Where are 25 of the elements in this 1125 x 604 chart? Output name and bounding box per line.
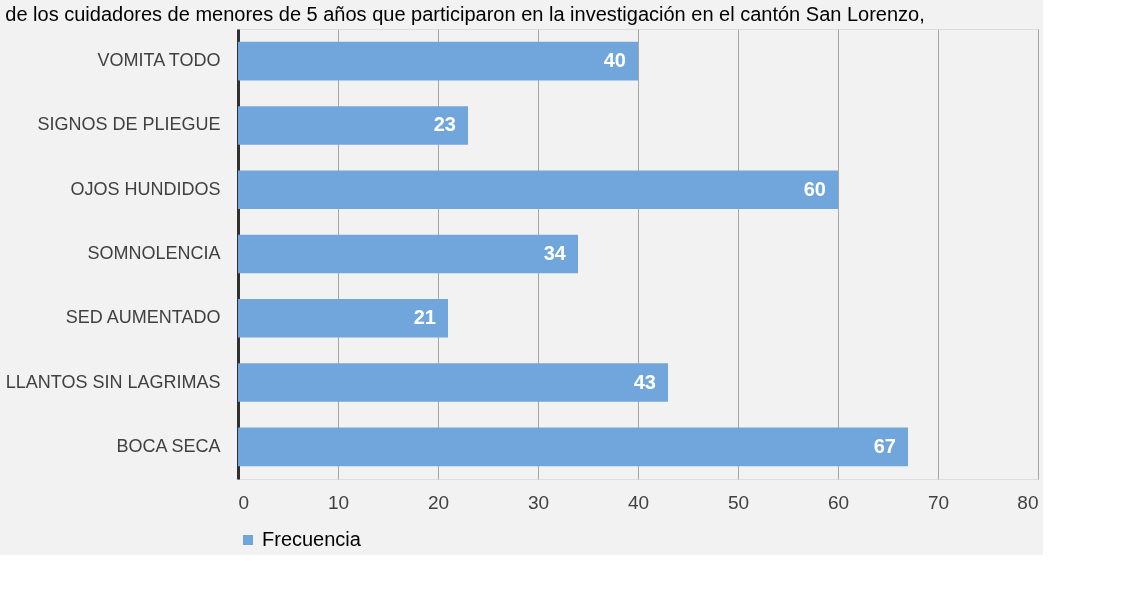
y-tick-label: SOMNOLENCIA <box>87 243 221 263</box>
x-tick-label: 40 <box>627 491 650 513</box>
data-label: 40 <box>603 49 626 72</box>
y-tick-label: VOMITA TODO <box>97 50 221 71</box>
data-label: 60 <box>803 177 826 200</box>
data-label: 67 <box>873 434 896 457</box>
x-tick-label: 20 <box>427 491 450 513</box>
y-tick-label: LLANTOS SIN LAGRIMAS <box>5 371 221 392</box>
y-tick-label: SED AUMENTADO <box>65 307 221 328</box>
legend-label: Frecuencia <box>262 528 362 550</box>
data-label: 23 <box>433 113 456 136</box>
x-tick-label: 50 <box>727 491 750 513</box>
x-tick-label: 60 <box>827 491 850 513</box>
y-tick-label: OJOS HUNDIDOS <box>70 178 221 199</box>
data-label: 21 <box>413 306 436 329</box>
y-tick-label: SIGNOS DE PLIEGUE <box>37 114 221 135</box>
x-tick-label: 30 <box>527 491 550 513</box>
x-tick-label: 80 <box>1017 491 1039 513</box>
chart-title: de los cuidadores de menores de 5 años que participaron en la investigación en el cantón San Lorenzo, <box>5 3 925 25</box>
data-label: 43 <box>633 370 656 393</box>
x-tick-label: 10 <box>327 491 350 513</box>
x-tick-label: 70 <box>927 491 950 513</box>
x-tick-label: 0 <box>238 491 250 513</box>
data-label: 34 <box>543 242 567 264</box>
y-tick-label: BOCA SECA <box>116 435 221 456</box>
